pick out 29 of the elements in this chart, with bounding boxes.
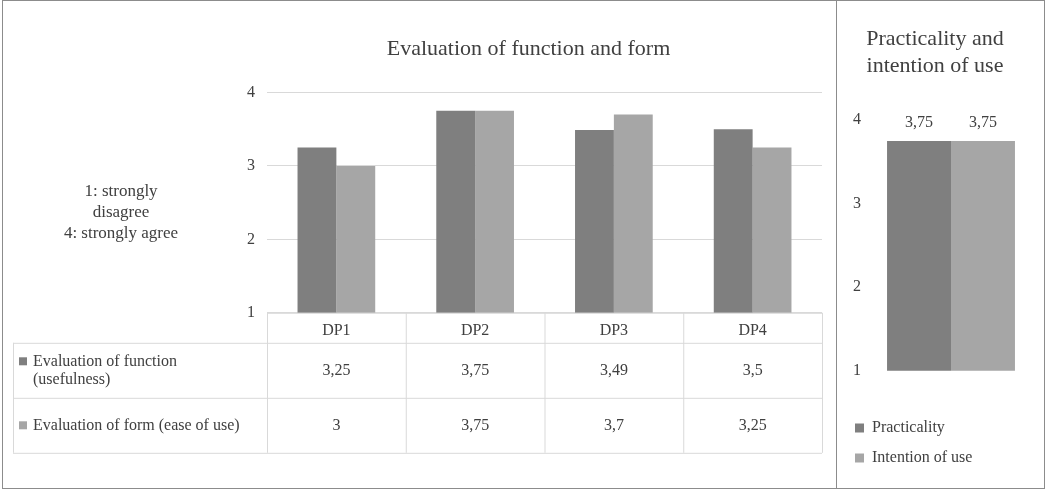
y-tick-label: 4 xyxy=(853,110,861,128)
text: 1: strongly disagree 4: strongly agree xyxy=(63,181,179,243)
data-label: 3,75 xyxy=(461,415,490,433)
legend-label: Evaluation of form (ease of use) xyxy=(33,415,240,434)
y-tick-label: 1 xyxy=(247,303,255,320)
y-tick-label: 4 xyxy=(247,82,255,100)
data-label: 3,5 xyxy=(742,360,763,378)
data-label: 3,75 xyxy=(461,360,490,378)
data-label: 3,49 xyxy=(599,360,628,378)
y-tick-label: 3 xyxy=(853,193,861,211)
chart-title: Practicality and intention of use xyxy=(866,24,1004,78)
data-label: 3,25 xyxy=(322,360,351,378)
data-label: 3 xyxy=(332,415,341,433)
x-tick-label: DP2 xyxy=(460,320,490,338)
data-label: 3,75 xyxy=(968,113,997,131)
legend-label: Intention of use xyxy=(872,448,973,466)
x-tick-label: DP4 xyxy=(738,320,767,338)
y-tick-label: 1 xyxy=(853,361,861,378)
y-tick-label: 2 xyxy=(853,277,861,295)
y-tick-label: 2 xyxy=(247,229,255,247)
x-tick-label: DP3 xyxy=(599,320,629,338)
chart-title: Evaluation of function and form xyxy=(386,34,671,60)
legend-label: Practicality xyxy=(872,418,945,437)
data-label: 3,25 xyxy=(738,415,767,433)
y-tick-label: 3 xyxy=(247,156,255,174)
data-label: 3,75 xyxy=(905,113,934,131)
legend-label: Evaluation of function (usefulness) xyxy=(33,351,177,388)
data-label: 3,7 xyxy=(603,415,624,433)
x-tick-label: DP1 xyxy=(322,320,351,338)
